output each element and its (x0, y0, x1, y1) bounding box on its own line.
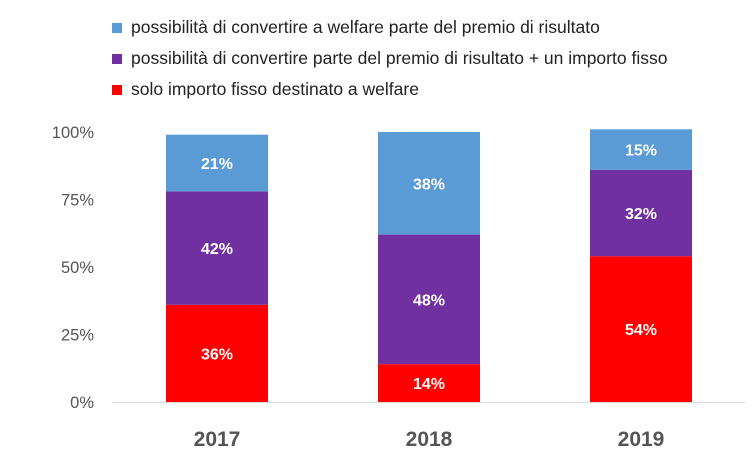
data-label: 21% (201, 156, 233, 173)
bar-segment (166, 191, 268, 305)
bar-segment (378, 234, 480, 365)
data-label: 48% (413, 292, 445, 309)
data-label: 15% (625, 143, 657, 160)
y-tick-label: 100% (52, 124, 95, 142)
y-tick-label: 75% (61, 192, 94, 210)
bar-segment (166, 134, 268, 192)
legend-label: solo importo fisso destinato a welfare (131, 79, 419, 99)
bar-segment (378, 364, 480, 402)
data-label: 32% (625, 206, 657, 223)
data-label: 54% (625, 322, 657, 339)
bar-segment (166, 304, 268, 402)
y-tick-label: 0% (70, 394, 94, 412)
y-tick-label: 25% (61, 327, 94, 345)
bar-segment (378, 132, 480, 235)
x-tick-label: 2018 (406, 428, 453, 451)
y-tick-label: 50% (61, 259, 94, 277)
data-label: 42% (201, 241, 233, 258)
legend-label: possibilità di convertire parte del prem… (131, 48, 668, 68)
bar-segment (590, 129, 692, 170)
legend-swatch (112, 53, 122, 64)
x-tick-label: 2017 (194, 428, 241, 451)
bar-segment (590, 169, 692, 257)
legend: possibilità di convertire a welfare part… (112, 12, 667, 105)
data-label: 14% (413, 376, 445, 393)
legend-item: possibilità di convertire parte del prem… (112, 43, 667, 74)
legend-label: possibilità di convertire a welfare part… (131, 17, 600, 37)
data-label: 38% (413, 176, 445, 193)
legend-swatch (112, 84, 122, 95)
legend-item: possibilità di convertire a welfare part… (112, 12, 667, 43)
legend-item: solo importo fisso destinato a welfare (112, 74, 667, 105)
x-tick-label: 2019 (618, 428, 665, 451)
bar-segment (590, 256, 692, 402)
data-label: 36% (201, 346, 233, 363)
legend-swatch (112, 22, 122, 33)
